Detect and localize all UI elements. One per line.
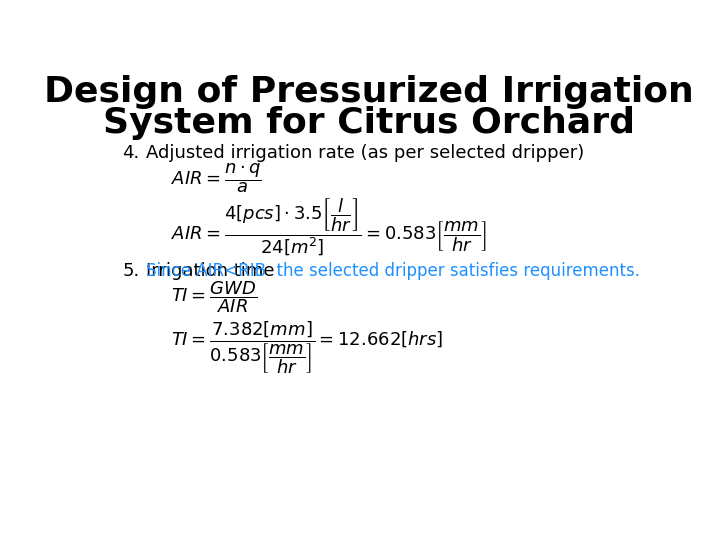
Text: $\mathit{AIR} = \dfrac{4\left[\mathit{pcs}\right] \cdot 3.5\left[\dfrac{l}{hr}\r: $\mathit{AIR} = \dfrac{4\left[\mathit{pc… bbox=[171, 196, 487, 257]
Text: Since AIR<RIB  the selected dripper satisfies requirements.: Since AIR<RIB the selected dripper satis… bbox=[145, 262, 640, 280]
Text: 4.: 4. bbox=[122, 144, 140, 163]
Text: Irrigation time: Irrigation time bbox=[145, 262, 274, 280]
Text: $\mathit{TI} = \dfrac{7.382\left[\mathit{mm}\right]}{0.583\left[\dfrac{mm}{hr}\r: $\mathit{TI} = \dfrac{7.382\left[\mathit… bbox=[171, 320, 444, 376]
Text: $\mathit{AIR} = \dfrac{n \cdot q}{a}$: $\mathit{AIR} = \dfrac{n \cdot q}{a}$ bbox=[171, 161, 262, 195]
Text: 5.: 5. bbox=[122, 262, 140, 280]
Text: Design of Pressurized Irrigation: Design of Pressurized Irrigation bbox=[44, 75, 694, 109]
Text: System for Citrus Orchard: System for Citrus Orchard bbox=[103, 105, 635, 139]
Text: Adjusted irrigation rate (as per selected dripper): Adjusted irrigation rate (as per selecte… bbox=[145, 144, 584, 163]
Text: $\mathit{TI} = \dfrac{\mathit{GWD}}{\mathit{AIR}}$: $\mathit{TI} = \dfrac{\mathit{GWD}}{\mat… bbox=[171, 280, 257, 315]
